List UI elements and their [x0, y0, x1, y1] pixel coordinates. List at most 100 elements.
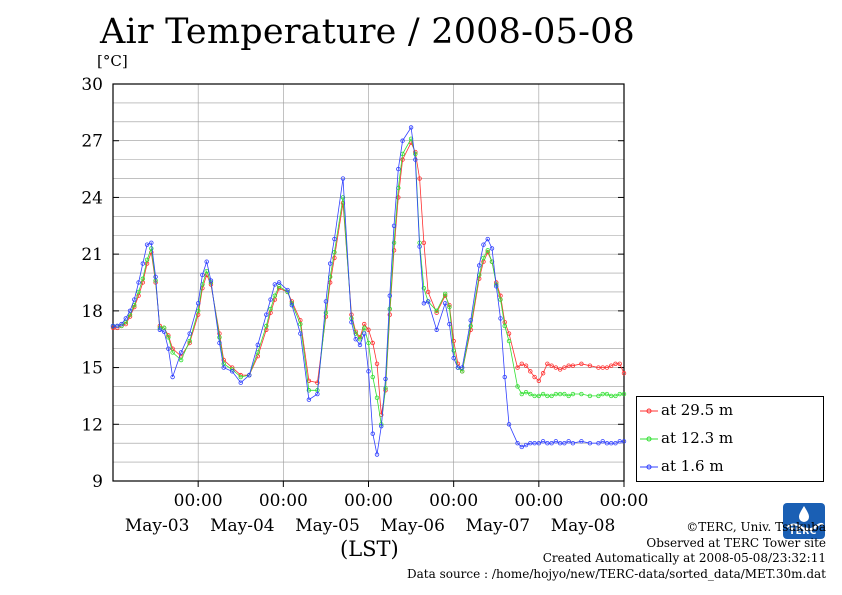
data-point-series-2 — [353, 337, 358, 342]
data-point-series-2 — [357, 342, 363, 348]
copyright-text: ©TERC, Univ. Tsukuba — [686, 520, 826, 534]
data-point-series-1 — [451, 348, 456, 353]
data-point-series-2 — [208, 278, 214, 283]
data-point-series-1 — [362, 325, 367, 331]
data-point-series-2 — [532, 440, 537, 446]
data-point-series-2 — [540, 439, 546, 444]
data-point-series-2 — [494, 284, 499, 289]
data-point-series-2 — [549, 440, 554, 446]
data-point-series-1 — [170, 350, 175, 355]
legend-item-1m: at 1.6 m — [637, 456, 823, 478]
data-point-series-1 — [549, 393, 554, 399]
y-tick-label: 12 — [81, 415, 103, 435]
data-point-series-1 — [502, 323, 507, 329]
data-point-series-2 — [200, 272, 205, 278]
data-point-series-2 — [362, 331, 367, 336]
data-point-series-0 — [519, 361, 524, 366]
x-tick-label-time: 00:00 — [259, 491, 308, 511]
data-point-series-2 — [413, 157, 418, 162]
data-point-series-0 — [549, 363, 554, 368]
data-point-series-2 — [204, 259, 209, 264]
data-point-series-2 — [178, 350, 184, 355]
data-point-series-2 — [455, 365, 461, 370]
data-point-series-2 — [217, 340, 222, 346]
data-point-series-1 — [268, 306, 273, 312]
logo-text: TERC — [789, 527, 817, 537]
data-point-series-2 — [506, 422, 512, 427]
data-point-series-2 — [349, 320, 354, 325]
data-point-series-1 — [562, 391, 567, 397]
data-point-series-0 — [315, 380, 320, 385]
data-point-series-2 — [323, 299, 329, 304]
data-point-series-1 — [609, 393, 614, 399]
data-point-series-0 — [306, 378, 312, 384]
data-point-series-0 — [421, 240, 427, 245]
data-point-series-2 — [132, 297, 137, 302]
data-point-series-1 — [272, 293, 278, 298]
data-point-series-2 — [498, 316, 503, 321]
data-point-series-1 — [532, 393, 537, 399]
data-point-series-1 — [613, 393, 618, 399]
data-point-series-0 — [425, 289, 431, 295]
y-tick-label: 24 — [81, 188, 103, 208]
terc-logo-icon — [783, 503, 825, 539]
y-tick-label: 30 — [81, 75, 103, 95]
data-point-series-2 — [621, 439, 627, 444]
data-point-series-1 — [468, 323, 473, 329]
data-point-series-2 — [140, 261, 146, 266]
data-point-series-1 — [604, 391, 610, 397]
data-point-series-2 — [230, 369, 235, 374]
data-point-series-2 — [587, 440, 593, 446]
data-point-series-1 — [570, 391, 576, 397]
y-tick-label: 21 — [81, 245, 103, 265]
data-point-series-2 — [600, 439, 605, 444]
data-point-series-1 — [515, 384, 520, 389]
data-point-series-1 — [140, 276, 146, 281]
data-point-series-2 — [481, 242, 486, 247]
data-point-series-2 — [447, 321, 452, 327]
data-point-series-2 — [306, 397, 312, 402]
data-point-series-2 — [315, 391, 320, 397]
created-text: Created Automatically at 2008-05-08/23:3… — [542, 551, 826, 565]
data-point-series-1 — [144, 257, 150, 263]
data-point-series-1 — [498, 297, 503, 302]
data-point-series-0 — [417, 176, 422, 181]
data-point-series-0 — [540, 371, 546, 376]
data-point-series-0 — [523, 363, 529, 368]
data-point-series-0 — [366, 327, 371, 332]
data-point-series-1 — [579, 391, 584, 397]
data-point-series-1 — [187, 338, 192, 344]
data-point-series-2 — [272, 282, 278, 287]
data-point-series-0 — [604, 365, 610, 370]
data-point-series-2 — [459, 365, 465, 370]
data-point-series-2 — [421, 301, 427, 306]
data-point-series-2 — [276, 280, 282, 285]
legend-marker-1m — [640, 464, 658, 470]
data-point-series-2 — [519, 444, 524, 450]
data-point-series-2 — [123, 316, 128, 321]
data-point-series-2 — [485, 236, 490, 242]
data-point-series-2 — [340, 176, 346, 181]
data-point-series-2 — [166, 346, 171, 351]
data-point-series-1 — [442, 291, 448, 297]
series-line-2 — [113, 126, 624, 455]
data-point-series-2 — [238, 380, 243, 385]
data-point-series-2 — [604, 440, 610, 446]
data-point-series-0 — [613, 361, 618, 366]
data-point-series-2 — [570, 440, 576, 446]
data-point-series-2 — [468, 318, 473, 323]
data-point-series-1 — [540, 391, 546, 397]
data-point-series-2 — [387, 293, 392, 298]
data-point-series-0 — [562, 365, 567, 370]
data-point-series-0 — [536, 378, 542, 384]
data-point-series-1 — [298, 321, 303, 327]
data-point-series-2 — [523, 442, 529, 448]
data-point-series-1 — [217, 335, 222, 340]
data-point-series-2 — [332, 236, 337, 242]
x-tick-label-time: 00:00 — [174, 491, 223, 511]
x-tick-label-date: May-06 — [380, 516, 445, 536]
x-tick-label-date: May-04 — [210, 516, 275, 536]
data-point-series-1 — [519, 391, 524, 397]
data-point-series-2 — [477, 263, 482, 268]
data-point-series-0 — [370, 340, 375, 346]
